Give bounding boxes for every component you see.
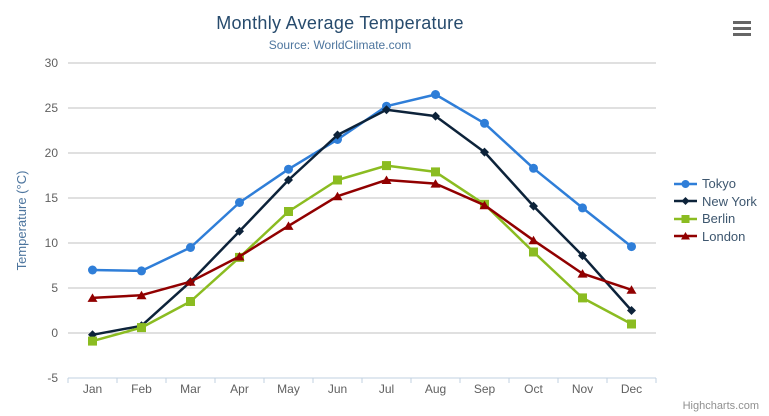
- x-tick-label: Oct: [524, 382, 543, 396]
- x-tick-label: Aug: [425, 382, 446, 396]
- x-tick-label: Mar: [180, 382, 201, 396]
- legend-label: Tokyo: [702, 176, 736, 192]
- x-tick-label: Apr: [230, 382, 249, 396]
- y-tick-label: -5: [47, 371, 58, 385]
- series-markers-tokyo: [88, 90, 636, 276]
- series-line-london: [91, 178, 633, 300]
- y-tick-label: 0: [51, 326, 58, 340]
- legend-item-berlin[interactable]: Berlin: [674, 210, 757, 228]
- legend-label: Berlin: [702, 211, 736, 227]
- legend-item-tokyo[interactable]: Tokyo: [674, 175, 757, 193]
- legend-item-new-york[interactable]: New York: [674, 193, 757, 211]
- y-tick-label: 15: [45, 191, 59, 205]
- series-markers-london: [87, 175, 637, 302]
- series-line-new-york: [91, 108, 633, 337]
- y-tick-label: 20: [45, 146, 59, 160]
- chart-subtitle: Source: WorldClimate.com: [268, 38, 412, 52]
- x-tick-label: Dec: [621, 382, 642, 396]
- menu-bar: [733, 27, 751, 30]
- highcharts-credit[interactable]: Highcharts.com: [682, 400, 759, 412]
- x-tick-label: Jul: [379, 382, 394, 396]
- x-tick-label: Jan: [83, 382, 102, 396]
- y-tick-label: 5: [51, 281, 58, 295]
- chart-title: Monthly Average Temperature: [216, 13, 464, 33]
- series-line-berlin: [91, 164, 633, 343]
- legend-marker-diamond-icon: [674, 197, 697, 206]
- x-tick-label: Feb: [131, 382, 152, 396]
- legend-label: New York: [702, 193, 757, 209]
- menu-bar: [733, 33, 751, 36]
- hamburger-menu-icon[interactable]: [733, 21, 751, 36]
- x-tick-label: Jun: [328, 382, 347, 396]
- legend-marker-triangle-icon: [674, 232, 697, 240]
- series-markers-new-york: [88, 105, 636, 340]
- x-tick-label: May: [277, 382, 300, 396]
- series-line-tokyo: [91, 93, 633, 273]
- y-axis-title: Temperature (°C): [14, 171, 29, 271]
- x-tick-label: Sep: [474, 382, 496, 396]
- x-tick-label: Nov: [572, 382, 593, 396]
- legend-label: London: [702, 228, 746, 244]
- legend-marker-circle-icon: [674, 179, 697, 188]
- menu-bar: [733, 21, 751, 24]
- y-tick-label: 10: [45, 236, 59, 250]
- legend-marker-square-icon: [674, 214, 697, 223]
- y-tick-label: 25: [45, 101, 59, 115]
- legend: Tokyo New York Berlin London: [674, 175, 757, 245]
- legend-item-london[interactable]: London: [674, 228, 757, 246]
- y-tick-label: 30: [45, 56, 59, 70]
